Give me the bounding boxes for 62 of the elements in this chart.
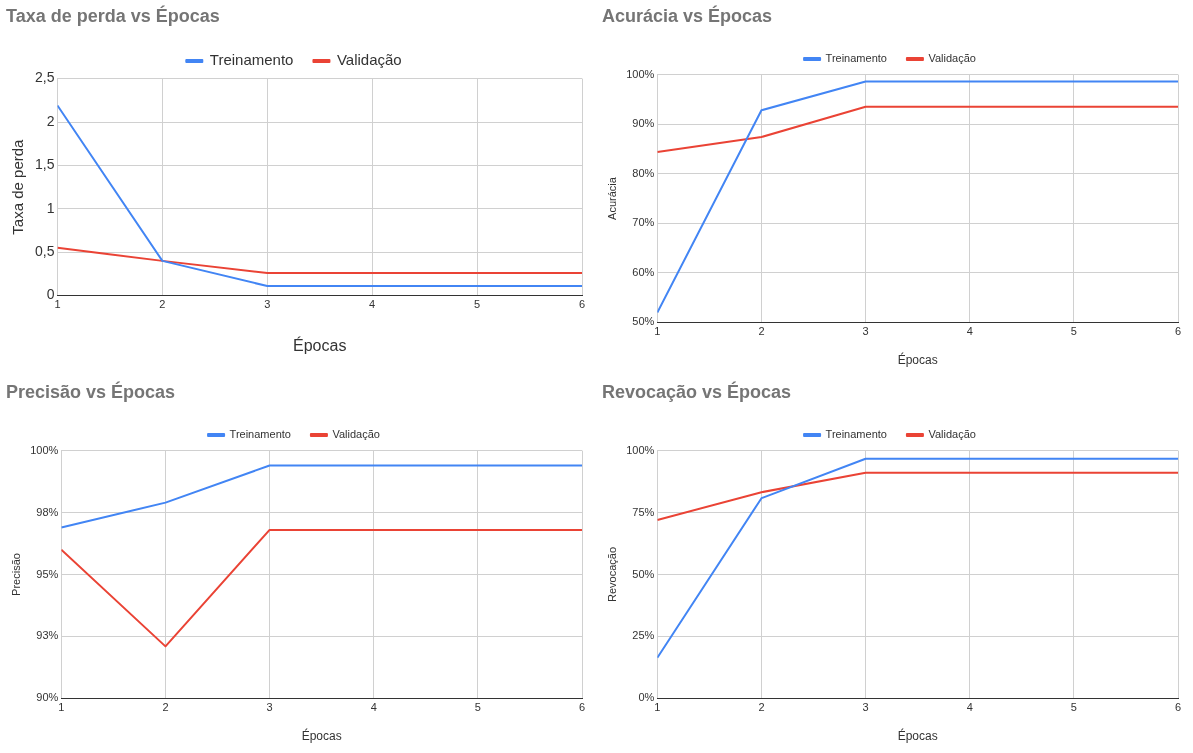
- y-tick-label: 75%: [632, 505, 655, 518]
- y-tick-label: 2,5: [34, 69, 55, 86]
- x-axis-title: Épocas: [293, 335, 347, 354]
- y-tick-label: 2: [46, 112, 55, 129]
- chart-title: Acurácia vs Épocas: [602, 4, 773, 26]
- y-tick-label: 60%: [632, 265, 655, 278]
- legend-label: Treinamento: [825, 428, 887, 441]
- y-axis-title: Precisão: [9, 553, 22, 596]
- y-tick-label: 0: [46, 286, 55, 303]
- x-tick-label: 5: [474, 701, 481, 714]
- legend-label: Validação: [336, 51, 402, 69]
- x-tick-label: 4: [966, 325, 973, 338]
- y-axis-title: Taxa de perda: [9, 138, 27, 235]
- x-tick-label: 3: [264, 298, 271, 311]
- y-tick-label: 0%: [638, 691, 655, 704]
- legend-label: Validação: [928, 428, 976, 441]
- y-tick-label: 1: [46, 199, 55, 216]
- x-tick-label: 5: [1070, 325, 1077, 338]
- y-tick-label: 0,5: [34, 243, 55, 260]
- x-tick-label: 5: [474, 298, 481, 311]
- x-axis-title: Épocas: [897, 352, 938, 368]
- y-axis-title: Revocação: [605, 546, 618, 603]
- x-tick-label: 6: [1174, 325, 1182, 338]
- legend-label: Validação: [332, 428, 380, 441]
- y-tick-label: 1,5: [34, 156, 55, 173]
- y-tick-label: 95%: [36, 567, 59, 580]
- y-tick-label: 100%: [626, 443, 655, 456]
- x-axis-title: Épocas: [897, 728, 938, 744]
- x-tick-label: 3: [266, 701, 273, 714]
- chart-title: Revocação vs Épocas: [602, 380, 792, 402]
- x-tick-label: 3: [862, 701, 869, 714]
- x-tick-label: 4: [966, 701, 973, 714]
- y-tick-label: 50%: [632, 315, 655, 328]
- y-tick-label: 98%: [36, 505, 59, 518]
- legend-label: Treinamento: [825, 52, 887, 65]
- y-tick-label: 90%: [36, 691, 59, 704]
- y-axis-title: Acurácia: [605, 176, 618, 220]
- y-tick-label: 93%: [36, 629, 59, 642]
- chart-title: Taxa de perda vs Épocas: [6, 4, 220, 26]
- x-tick-label: 6: [578, 298, 586, 311]
- legend-label: Treinamento: [209, 51, 294, 69]
- y-tick-label: 100%: [626, 67, 655, 80]
- y-tick-label: 100%: [30, 443, 59, 456]
- x-axis-title: Épocas: [301, 728, 342, 744]
- legend-label: Treinamento: [229, 428, 291, 441]
- y-tick-label: 50%: [632, 567, 655, 580]
- x-tick-label: 2: [758, 701, 765, 714]
- y-tick-label: 25%: [632, 629, 655, 642]
- x-tick-label: 6: [578, 701, 586, 714]
- x-tick-label: 5: [1070, 701, 1077, 714]
- chart-title: Precisão vs Épocas: [6, 380, 176, 402]
- x-tick-label: 2: [162, 701, 169, 714]
- legend-label: Validação: [928, 52, 976, 65]
- y-tick-label: 70%: [632, 216, 655, 229]
- x-tick-label: 4: [369, 298, 376, 311]
- x-tick-label: 2: [159, 298, 166, 311]
- x-tick-label: 2: [758, 325, 765, 338]
- x-tick-label: 4: [370, 701, 377, 714]
- x-tick-label: 6: [1174, 701, 1182, 714]
- y-tick-label: 80%: [632, 166, 655, 179]
- x-tick-label: 3: [862, 325, 869, 338]
- y-tick-label: 90%: [632, 117, 655, 130]
